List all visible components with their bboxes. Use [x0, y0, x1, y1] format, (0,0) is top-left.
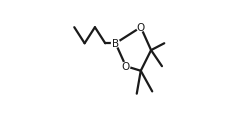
Circle shape: [137, 24, 145, 32]
Circle shape: [122, 63, 130, 71]
Circle shape: [111, 40, 120, 48]
Text: B: B: [112, 39, 119, 49]
Text: O: O: [122, 62, 130, 72]
Text: O: O: [137, 23, 145, 33]
